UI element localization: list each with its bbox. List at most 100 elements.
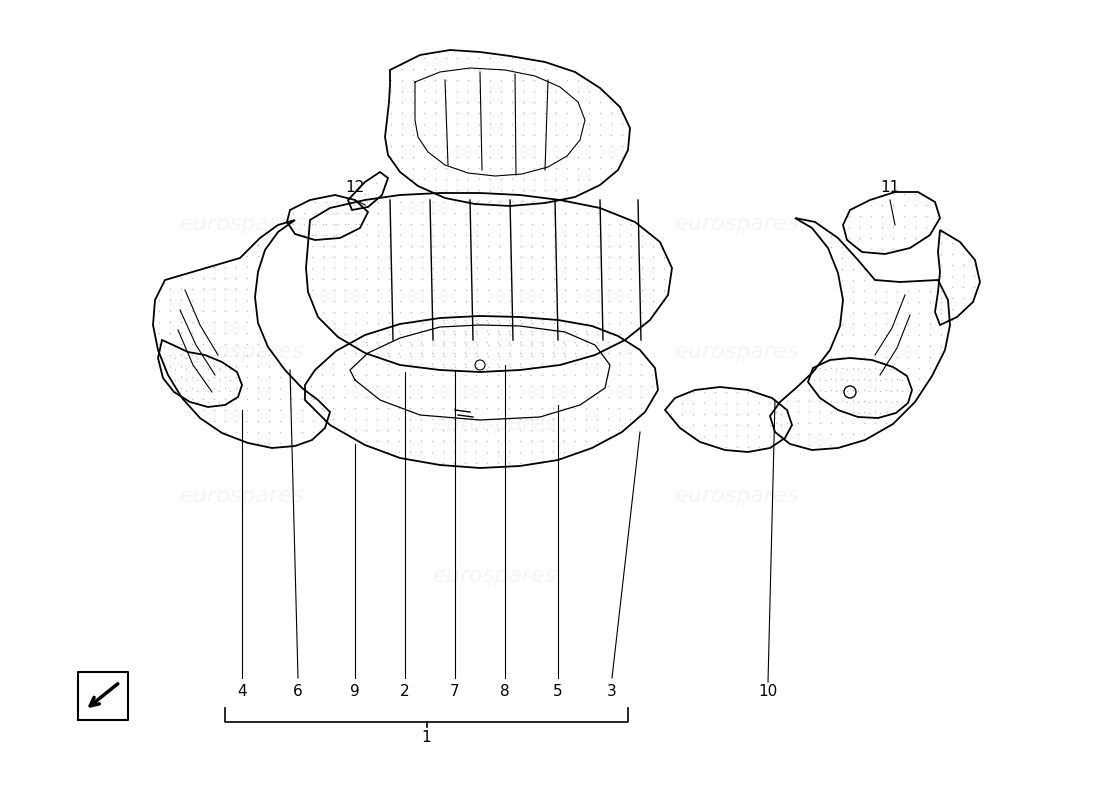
- Point: [899, 284, 916, 297]
- Point: [811, 229, 828, 242]
- Point: [379, 195, 397, 208]
- Point: [632, 316, 650, 329]
- Point: [490, 239, 507, 252]
- Point: [620, 346, 638, 359]
- Point: [470, 73, 487, 86]
- Point: [434, 272, 452, 285]
- Point: [412, 316, 430, 329]
- Point: [346, 283, 364, 296]
- Point: [315, 403, 332, 416]
- Point: [368, 206, 386, 219]
- Point: [492, 150, 509, 163]
- Point: [499, 346, 517, 359]
- Point: [448, 172, 465, 185]
- Point: [358, 283, 375, 296]
- Point: [620, 390, 638, 403]
- Point: [412, 261, 430, 274]
- Point: [205, 337, 222, 350]
- Point: [238, 282, 255, 295]
- Point: [706, 385, 724, 398]
- Point: [910, 350, 927, 363]
- Point: [602, 106, 619, 119]
- Point: [324, 217, 342, 230]
- Point: [490, 283, 507, 296]
- Point: [588, 338, 606, 351]
- Point: [932, 280, 949, 293]
- Point: [390, 195, 408, 208]
- Point: [477, 313, 495, 326]
- Text: eurospares: eurospares: [674, 214, 800, 234]
- Point: [210, 384, 228, 397]
- Point: [534, 338, 551, 351]
- Point: [860, 384, 878, 397]
- Point: [512, 239, 529, 252]
- Point: [306, 206, 323, 219]
- Point: [350, 206, 367, 219]
- Point: [899, 383, 916, 396]
- Point: [910, 339, 927, 352]
- Point: [328, 217, 345, 230]
- Point: [205, 381, 222, 394]
- Point: [477, 379, 495, 392]
- Point: [600, 338, 617, 351]
- Point: [389, 324, 407, 337]
- Point: [312, 368, 330, 381]
- Point: [336, 217, 353, 230]
- Point: [345, 335, 363, 348]
- Point: [558, 95, 575, 108]
- Point: [861, 231, 879, 244]
- Point: [433, 390, 451, 403]
- Point: [490, 349, 507, 362]
- Point: [433, 423, 451, 436]
- Point: [455, 368, 473, 381]
- Point: [422, 346, 440, 359]
- Point: [833, 427, 850, 440]
- Point: [767, 405, 784, 418]
- Point: [877, 405, 894, 418]
- Point: [855, 262, 872, 275]
- Point: [800, 383, 817, 396]
- Point: [437, 128, 454, 141]
- Point: [478, 305, 496, 318]
- Point: [378, 434, 396, 447]
- Point: [632, 272, 650, 285]
- Point: [882, 395, 900, 408]
- Point: [488, 401, 506, 414]
- Point: [470, 150, 487, 163]
- Point: [324, 283, 342, 296]
- Point: [800, 438, 817, 451]
- Point: [800, 218, 817, 231]
- Point: [492, 117, 509, 130]
- Point: [379, 349, 397, 362]
- Point: [466, 335, 484, 348]
- Point: [282, 216, 299, 229]
- Point: [525, 172, 542, 185]
- Point: [448, 51, 465, 64]
- Point: [739, 407, 757, 420]
- Point: [521, 401, 539, 414]
- Point: [565, 324, 583, 337]
- Point: [444, 412, 462, 425]
- Point: [400, 335, 418, 348]
- Point: [183, 381, 200, 394]
- Point: [205, 260, 222, 273]
- Point: [610, 217, 628, 230]
- Point: [871, 384, 889, 397]
- Point: [424, 206, 441, 219]
- Point: [569, 117, 586, 130]
- Point: [404, 139, 421, 152]
- Point: [492, 84, 509, 97]
- Point: [356, 368, 374, 381]
- Point: [855, 372, 872, 385]
- Point: [811, 383, 828, 396]
- Point: [894, 242, 912, 255]
- Point: [368, 294, 386, 307]
- Point: [161, 293, 178, 306]
- Point: [844, 273, 861, 286]
- Point: [437, 95, 454, 108]
- Point: [210, 373, 228, 386]
- Point: [426, 62, 443, 75]
- Point: [644, 261, 661, 274]
- Point: [478, 195, 496, 208]
- Point: [426, 73, 443, 86]
